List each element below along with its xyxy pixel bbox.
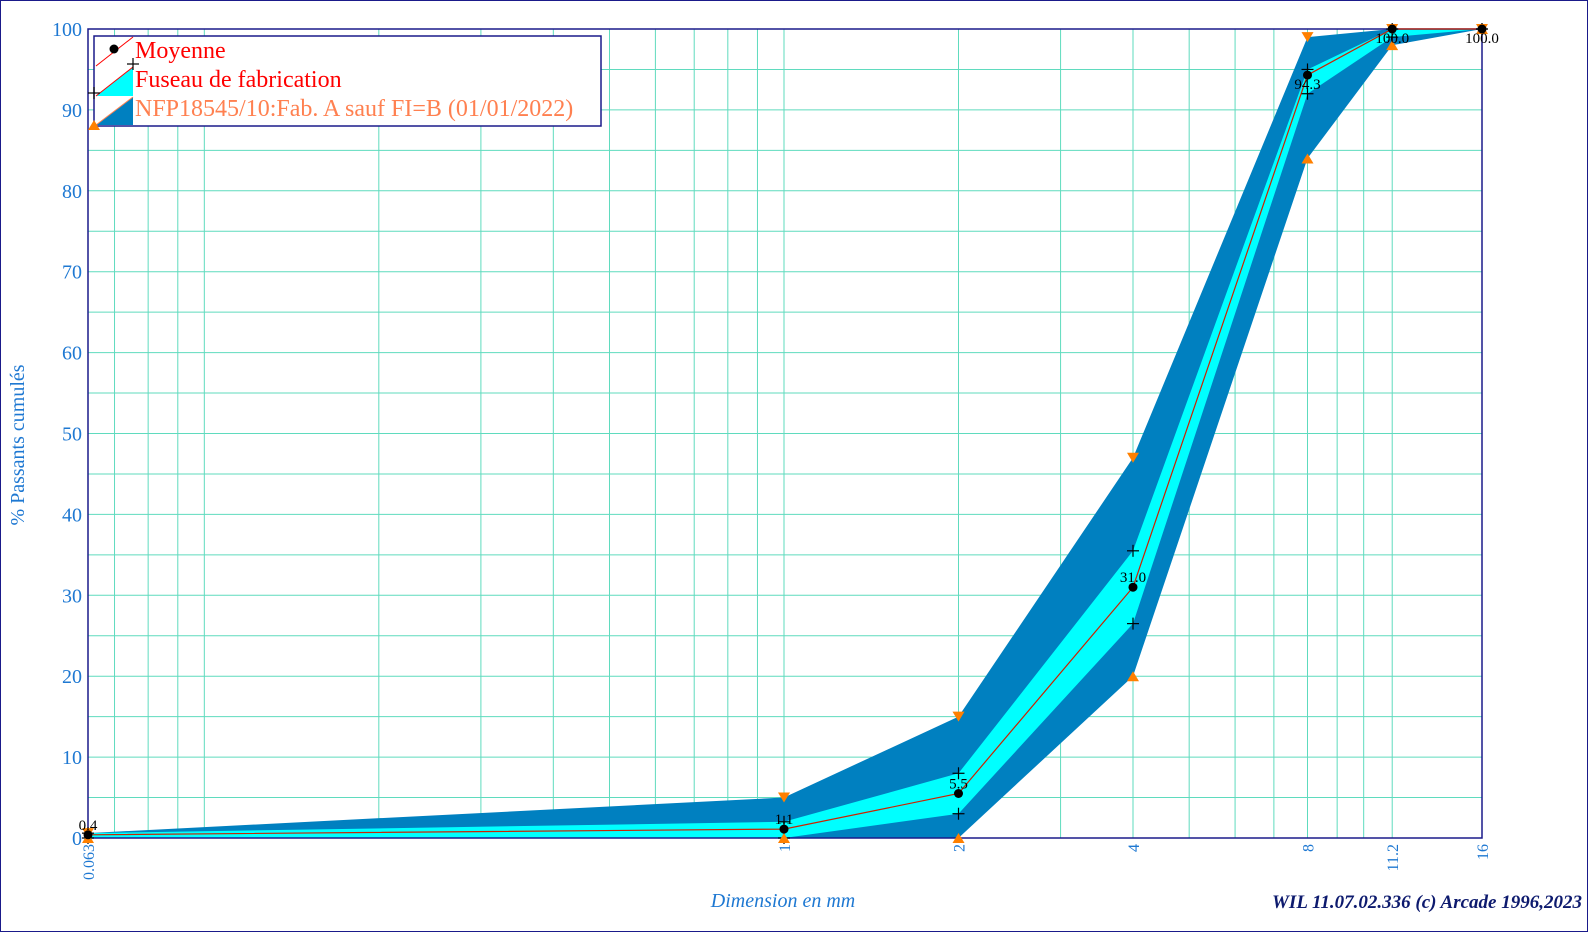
mean-point	[1387, 24, 1397, 34]
y-tick-label: 90	[62, 100, 82, 122]
mean-value-label: 94.3	[1294, 77, 1320, 93]
legend-swatch-fuseau	[88, 58, 139, 99]
y-axis-title: % Passants cumulés	[7, 364, 29, 525]
legend-label-norme: NFP18545/10:Fab. A sauf FI=B (01/01/2022…	[135, 96, 573, 122]
legend: Moyenne Fuseau de fabrication NFP18545/1…	[88, 35, 602, 130]
norm-upper-marker	[777, 792, 790, 803]
x-tick-label: 0.063	[81, 844, 98, 880]
y-tick-label: 0	[72, 828, 82, 850]
mean-value-label: 100.0	[1375, 31, 1409, 47]
mean-point	[1477, 24, 1487, 34]
markers: 0.4 1.1 5.5 31.0 94.3 100.0 100.0	[79, 23, 1499, 844]
mean-point	[1302, 70, 1312, 80]
x-tick-label: 2	[951, 844, 968, 852]
x-tick-label: 1	[777, 844, 794, 852]
norm-upper-marker	[952, 711, 965, 722]
y-tick-label: 50	[62, 424, 82, 446]
norm-lower-marker	[1301, 153, 1314, 164]
y-tick-label: 40	[62, 504, 82, 526]
mean-value-label: 0.4	[79, 818, 98, 834]
x-tick-label: 16	[1475, 844, 1492, 860]
norm-lower-marker	[1386, 40, 1399, 51]
y-tick-label: 70	[62, 262, 82, 284]
mean-value-label: 100.0	[1465, 31, 1499, 47]
y-tick-label: 20	[62, 666, 82, 688]
norm-lower-marker	[777, 833, 790, 843]
mean-point	[779, 824, 789, 834]
legend-label-fuseau: Fuseau de fabrication	[135, 67, 342, 93]
legend-label-moyenne: Moyenne	[135, 38, 226, 64]
mean-value-label: 1.1	[775, 812, 794, 828]
norm-band	[88, 29, 1482, 838]
x-tick-label: 4	[1126, 844, 1143, 852]
y-axis-ticks: 0 10 20 30 40 50 60 70 80 90 100	[52, 19, 82, 850]
legend-swatch-moyenne	[95, 36, 134, 67]
y-tick-label: 30	[62, 585, 82, 607]
y-tick-label: 60	[62, 343, 82, 365]
norm-upper-marker	[1126, 452, 1139, 463]
mean-point	[83, 830, 93, 840]
bands	[88, 29, 1482, 838]
norm-lower-marker	[1126, 671, 1139, 682]
mean-point	[1128, 582, 1138, 592]
y-tick-label: 100	[52, 19, 82, 41]
norm-upper-marker	[1301, 32, 1314, 43]
mean-value-label: 31.0	[1120, 570, 1146, 586]
credit-text: WIL 11.07.02.336 (c) Arcade 1996,2023	[1272, 892, 1582, 913]
y-tick-label: 80	[62, 181, 82, 203]
mean-point	[953, 789, 963, 799]
y-tick-label: 10	[62, 747, 82, 769]
x-tick-label: 11.2	[1385, 844, 1402, 871]
mean-value-label: 5.5	[949, 777, 968, 793]
norm-lower-marker	[952, 833, 965, 843]
x-tick-label: 8	[1300, 844, 1317, 852]
legend-box	[93, 35, 602, 127]
legend-swatch-norme	[88, 96, 134, 130]
x-axis-ticks: 0.063 1 2 4 8 11.2 16	[81, 844, 1492, 880]
x-axis-title: Dimension en mm	[710, 890, 855, 912]
